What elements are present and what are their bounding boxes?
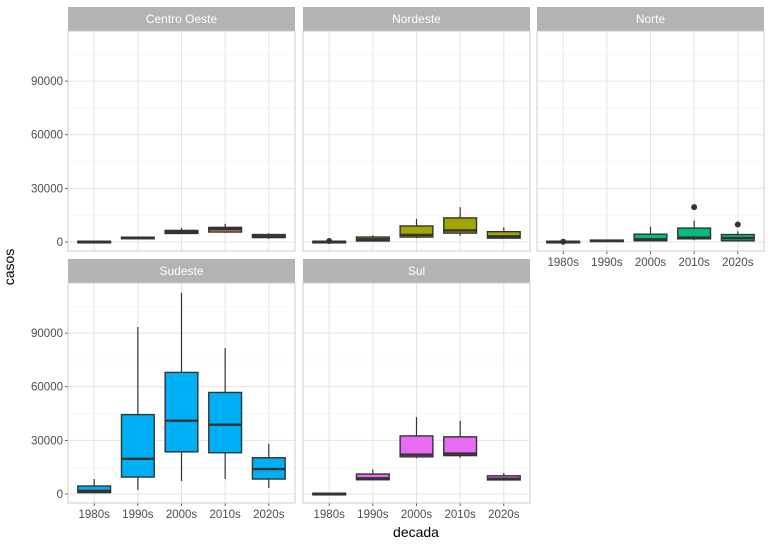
box-1990s — [355, 235, 390, 242]
facet-panel-centro-oeste: Centro Oeste 0 30000 60000 90000 — [31, 7, 296, 252]
box-1980s — [312, 492, 347, 496]
x-tick-label: 2020s — [488, 509, 520, 521]
box-iqr — [486, 230, 521, 239]
x-tick-label: 2020s — [253, 509, 285, 521]
facet-strip — [537, 7, 764, 31]
box-iqr — [633, 233, 668, 242]
box-1990s — [355, 469, 390, 481]
outlier-point — [691, 204, 698, 211]
y-tick-label: 60000 — [31, 382, 63, 394]
box-2000s — [164, 228, 199, 235]
panel-border — [536, 30, 765, 252]
facet-strip-label: Nordeste — [392, 12, 441, 26]
y-tick-label: 30000 — [31, 183, 63, 195]
box-iqr — [355, 473, 390, 481]
facet-strip — [303, 259, 530, 283]
box-2010s — [443, 207, 478, 236]
box-iqr — [120, 413, 155, 478]
x-tick-label: 1990s — [357, 509, 389, 521]
box-iqr — [677, 227, 712, 240]
box-iqr — [164, 371, 199, 453]
panel-border — [67, 30, 296, 252]
x-tick-label: 2010s — [444, 509, 476, 521]
facet-strip — [303, 7, 530, 31]
box-iqr — [77, 485, 112, 494]
y-axis-title: casos — [1, 249, 17, 286]
box-2020s — [251, 443, 286, 488]
y-tick-label: 0 — [57, 489, 63, 501]
box-2010s — [443, 420, 478, 458]
x-tick-label: 2000s — [401, 509, 433, 521]
y-tick-label: 30000 — [31, 435, 63, 447]
x-tick-label: 2010s — [209, 509, 241, 521]
x-axis-title: decada — [393, 524, 439, 540]
box-2010s — [208, 348, 243, 480]
facet-strip-label: Norte — [636, 12, 666, 26]
y-tick-label: 90000 — [31, 76, 63, 88]
box-iqr — [399, 225, 434, 238]
x-tick-label: 2020s — [722, 257, 754, 269]
box-iqr — [399, 435, 434, 458]
outlier-point — [734, 221, 741, 228]
box-2000s — [399, 417, 434, 459]
outlier-point — [326, 237, 333, 244]
facet-strip — [68, 7, 295, 31]
box-iqr — [443, 436, 478, 457]
x-tick-label: 1980s — [79, 509, 111, 521]
box-2000s — [164, 292, 199, 481]
x-tick-label: 1990s — [122, 509, 154, 521]
x-tick-label: 1980s — [314, 509, 346, 521]
y-tick-label: 0 — [57, 237, 63, 249]
box-1980s — [77, 240, 112, 244]
box-2010s — [208, 223, 243, 233]
facet-panel-norte: Norte 1980s 1990s 2000s 2010s 2020s — [536, 7, 765, 269]
facet-strip-label: Centro Oeste — [146, 12, 218, 26]
panel-border — [302, 282, 531, 504]
box-2010s — [677, 204, 712, 241]
box-1990s — [120, 236, 155, 240]
box-1980s — [546, 238, 581, 245]
x-tick-label: 1990s — [591, 257, 623, 269]
panel-border — [67, 282, 296, 504]
x-tick-label: 2000s — [166, 509, 198, 521]
box-2020s — [486, 227, 521, 239]
box-iqr — [208, 391, 243, 454]
facet-strip-label: Sudeste — [159, 264, 203, 278]
box-2020s — [720, 221, 755, 242]
facet-strip — [68, 259, 295, 283]
x-tick-label: 1980s — [548, 257, 580, 269]
outlier-point — [560, 238, 567, 245]
y-tick-label: 90000 — [31, 328, 63, 340]
box-1980s — [77, 479, 112, 494]
facet-panel-nordeste: Nordeste — [302, 7, 531, 252]
facet-strip-label: Sul — [408, 264, 425, 278]
y-tick-label: 60000 — [31, 130, 63, 142]
box-1990s — [120, 327, 155, 490]
box-2000s — [633, 226, 668, 242]
box-2020s — [486, 472, 521, 481]
box-2000s — [399, 218, 434, 239]
box-1990s — [589, 239, 624, 243]
x-tick-label: 2000s — [635, 257, 667, 269]
x-tick-label: 2010s — [678, 257, 710, 269]
facet-panel-sudeste: Sudeste 0 30000 60000 90000 1980s 1990s 2000s 20… — [31, 259, 296, 521]
panel-border — [302, 30, 531, 252]
box-2020s — [251, 233, 286, 239]
box-1980s — [312, 237, 347, 244]
facet-panel-sul: Sul 1980s 1990s 2000s 2010s 2020s — [302, 259, 531, 521]
